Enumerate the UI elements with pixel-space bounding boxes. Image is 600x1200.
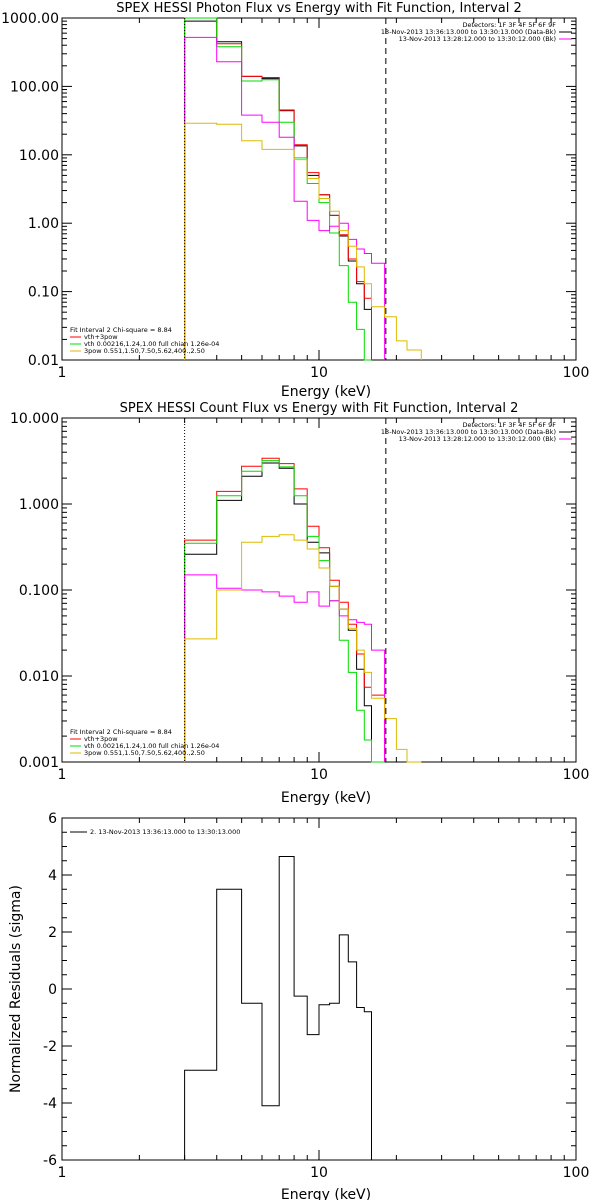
time-range-text: 13-Nov-2013 13:36:13.000 to 13:30:13.000… (381, 28, 556, 36)
legend-entry: vth 0.00216,1.24,1.00 full chian 1.26e-0… (84, 742, 219, 750)
time-range-text: 13-Nov-2013 13:36:13.000 to 13:30:13.000… (381, 428, 556, 436)
x-tick-label: 1 (58, 365, 67, 381)
x-tick-label: 10 (310, 365, 328, 381)
x-tick-label: 100 (563, 1165, 590, 1181)
x-tick-label: 1 (58, 767, 67, 783)
photon-flux-xlabel: Energy (keV) (281, 384, 371, 400)
series-step-line (184, 457, 386, 762)
legend-entry: vth+3pow (84, 735, 118, 743)
residuals-xlabel: Energy (keV) (281, 1187, 371, 1200)
series-step-line (184, 20, 372, 360)
legend-entry: 3pow 0.551,1.50,7.50,5.62,400.,2.50 (84, 749, 205, 757)
series-step-line (184, 534, 422, 763)
series-step-line (184, 17, 372, 360)
series-step-line (184, 122, 422, 360)
legend-entry: vth+3pow (84, 333, 118, 341)
x-tick-label: 10 (310, 1165, 328, 1181)
plot-frame (61, 417, 577, 763)
series-step-line (184, 17, 372, 361)
y-tick-label: 0 (48, 982, 57, 998)
count-flux-xlabel: Energy (keV) (281, 790, 371, 806)
plot-frame (61, 817, 577, 1161)
y-tick-label: 1000.00 (1, 11, 59, 27)
detectors-text: Detectors: 1F 3F 4F 5F 6F 9F (462, 421, 556, 429)
y-tick-label: 0.01 (28, 353, 59, 369)
x-tick-label: 100 (563, 767, 590, 783)
x-tick-label: 10 (310, 767, 328, 783)
legend-entry: vth 0.00216,1.24,1.00 full chian 1.26e-0… (84, 340, 219, 348)
count-flux-panel: SPEX HESSI Count Flux vs Energy with Fit… (10, 401, 589, 806)
detectors-text: Detectors: 1F 3F 4F 5F 6F 9F (462, 21, 556, 29)
y-tick-label: 10.000 (10, 411, 59, 427)
residuals-ylabel: Normalized Residuals (sigma) (8, 885, 24, 1093)
y-tick-label: -2 (43, 1039, 57, 1055)
time-range-text: 13-Nov-2013 13:28:12.000 to 13:30:12.000… (399, 35, 556, 43)
series-step-line (184, 36, 386, 360)
y-tick-label: 1.000 (19, 497, 59, 513)
series-step-line (184, 574, 386, 762)
series-step-line (184, 460, 385, 763)
y-tick-label: -4 (43, 1096, 57, 1112)
series-step-line (184, 856, 372, 1160)
y-tick-label: -6 (43, 1153, 57, 1169)
legend-entry: 3pow 0.551,1.50,7.50,5.62,400.,2.50 (84, 347, 205, 355)
legend-entry: Fit Interval 2 Chi-square = 8.84 (70, 728, 172, 736)
series-step-line (184, 462, 385, 763)
y-tick-label: 100.00 (10, 79, 59, 95)
count-flux-title: SPEX HESSI Count Flux vs Energy with Fit… (120, 401, 519, 416)
y-tick-label: 0.001 (19, 755, 59, 771)
x-tick-label: 100 (563, 365, 590, 381)
legend-entry: 2. 13-Nov-2013 13:36:13.000 to 13:30:13.… (90, 828, 240, 836)
residuals-panel: Energy (keV) Normalized Residuals (sigma… (8, 811, 589, 1200)
y-tick-label: 0.010 (19, 669, 59, 685)
y-tick-label: 4 (48, 868, 57, 884)
y-tick-label: 2 (48, 925, 57, 941)
photon-flux-panel: SPEX HESSI Photon Flux vs Energy with Fi… (1, 1, 589, 400)
x-tick-label: 1 (58, 1165, 67, 1181)
legend-entry: Fit Interval 2 Chi-square = 8.84 (70, 326, 172, 334)
y-tick-label: 1.00 (28, 216, 59, 232)
y-tick-label: 6 (48, 811, 57, 827)
photon-flux-title: SPEX HESSI Photon Flux vs Energy with Fi… (116, 1, 522, 16)
y-tick-label: 0.100 (19, 583, 59, 599)
y-tick-label: 0.10 (28, 285, 59, 301)
y-tick-label: 10.00 (19, 148, 59, 164)
time-range-text: 13-Nov-2013 13:28:12.000 to 13:30:12.000… (399, 435, 556, 443)
